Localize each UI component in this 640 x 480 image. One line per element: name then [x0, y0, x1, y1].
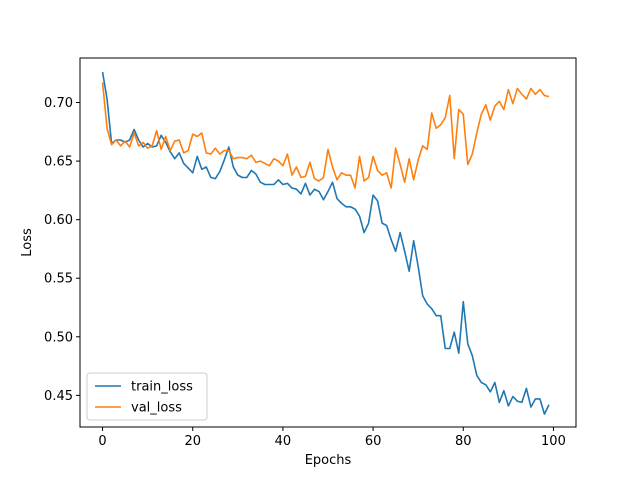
x-tick-label: 40	[275, 434, 292, 449]
legend: train_loss val_loss	[86, 372, 208, 421]
legend-label-train-loss: train_loss	[131, 380, 193, 395]
series-line-val-loss	[101, 82, 550, 189]
y-tick-label: 0.45	[44, 389, 73, 404]
y-tick-label: 0.60	[44, 213, 73, 228]
axes-frame	[79, 57, 577, 428]
x-axis-label: Epochs	[305, 453, 352, 468]
plot-area	[101, 71, 550, 415]
x-tick-label: 0	[98, 434, 106, 449]
y-tick-label: 0.70	[44, 96, 73, 111]
y-axis-ticks: 0.45 0.50 0.55 0.60 0.65 0.70	[44, 96, 80, 404]
x-axis-ticks: 0 20 40 60 80 100	[98, 427, 566, 449]
legend-box	[86, 372, 208, 421]
series-line-train-loss	[101, 71, 550, 415]
y-tick-label: 0.55	[44, 272, 73, 287]
x-tick-label: 100	[541, 434, 566, 449]
x-tick-label: 60	[365, 434, 382, 449]
y-axis-label: Loss	[20, 228, 35, 257]
y-tick-label: 0.50	[44, 330, 73, 345]
x-tick-label: 20	[184, 434, 201, 449]
y-tick-label: 0.65	[44, 155, 73, 170]
legend-label-val-loss: val_loss	[131, 401, 182, 416]
x-tick-label: 80	[455, 434, 472, 449]
